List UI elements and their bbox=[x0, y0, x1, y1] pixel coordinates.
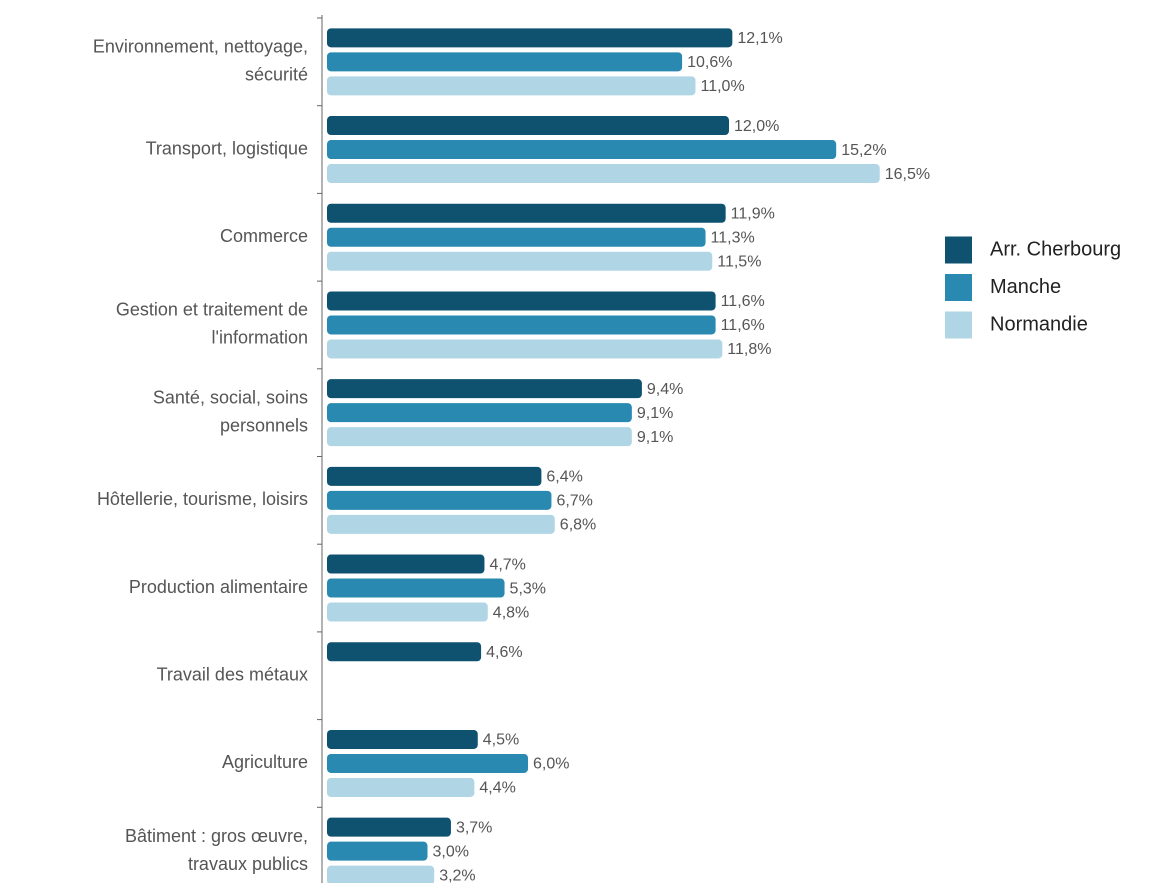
category-label: Gestion et traitement de bbox=[116, 300, 308, 320]
value-label: 11,8% bbox=[727, 341, 771, 358]
category-label: Transport, logistique bbox=[146, 138, 308, 158]
legend-swatch bbox=[945, 311, 972, 339]
bar bbox=[327, 817, 451, 837]
category-label: travaux publics bbox=[188, 854, 308, 874]
category-label: Agriculture bbox=[222, 752, 308, 772]
bar bbox=[327, 642, 482, 662]
bar bbox=[327, 164, 880, 184]
value-label: 3,0% bbox=[433, 843, 469, 860]
value-label: 6,0% bbox=[533, 756, 569, 773]
value-label: 11,0% bbox=[701, 78, 745, 95]
bar bbox=[327, 427, 632, 447]
value-label: 16,5% bbox=[885, 166, 930, 183]
category-label: Commerce bbox=[220, 226, 308, 246]
value-label: 11,6% bbox=[721, 317, 765, 334]
bar bbox=[327, 602, 488, 622]
value-label: 9,4% bbox=[647, 381, 683, 398]
bar bbox=[327, 379, 642, 399]
value-label: 12,0% bbox=[734, 118, 779, 135]
legend-label: Manche bbox=[990, 276, 1061, 298]
value-label: 4,6% bbox=[486, 644, 522, 661]
category-label: Travail des métaux bbox=[157, 665, 308, 685]
value-label: 4,8% bbox=[493, 604, 529, 621]
plot-area: 12,1% 10,6% 11,0% 12,0% 15,2% 16,5% 11,9% 11,3%… bbox=[327, 28, 930, 883]
value-label: 9,1% bbox=[637, 429, 673, 446]
value-label: 3,2% bbox=[439, 867, 475, 883]
bar bbox=[327, 514, 555, 534]
bar bbox=[327, 291, 716, 311]
bar bbox=[327, 729, 478, 749]
category-label: sécurité bbox=[245, 65, 308, 85]
value-label: 3,7% bbox=[456, 819, 492, 836]
bar bbox=[327, 251, 713, 271]
value-label: 4,4% bbox=[479, 780, 515, 797]
value-label: 4,5% bbox=[483, 732, 519, 749]
bar bbox=[327, 315, 716, 335]
value-label: 10,6% bbox=[687, 54, 732, 71]
bar bbox=[327, 466, 542, 486]
category-label: Bâtiment : gros œuvre, bbox=[125, 826, 308, 846]
bar bbox=[327, 841, 428, 861]
legend-swatch bbox=[945, 236, 972, 264]
bar bbox=[327, 777, 475, 797]
bar bbox=[327, 865, 435, 883]
value-label: 11,6% bbox=[721, 293, 765, 310]
bar bbox=[327, 753, 528, 773]
value-label: 12,1% bbox=[737, 30, 782, 47]
bar bbox=[327, 140, 837, 160]
legend-swatch bbox=[945, 274, 972, 301]
value-label: 4,7% bbox=[489, 556, 525, 573]
bar bbox=[327, 490, 552, 510]
value-label: 6,8% bbox=[560, 517, 596, 534]
value-label: 11,9% bbox=[731, 205, 775, 222]
category-label: Production alimentaire bbox=[129, 577, 308, 597]
bar bbox=[327, 403, 632, 423]
legend-label: Normandie bbox=[990, 313, 1088, 335]
category-label: l'information bbox=[212, 328, 308, 348]
value-label: 9,1% bbox=[637, 405, 673, 422]
value-label: 6,7% bbox=[556, 493, 592, 510]
category-label: Hôtellerie, tourisme, loisirs bbox=[97, 489, 308, 509]
bar bbox=[327, 227, 706, 247]
category-label: Environnement, nettoyage, bbox=[93, 37, 308, 57]
bar bbox=[327, 28, 733, 48]
bar bbox=[327, 578, 505, 598]
legend-label: Arr. Cherbourg bbox=[990, 238, 1121, 260]
bar bbox=[327, 52, 683, 72]
bar bbox=[327, 554, 485, 574]
category-label: Santé, social, soins bbox=[153, 387, 308, 407]
value-label: 15,2% bbox=[841, 142, 886, 159]
value-label: 11,3% bbox=[711, 229, 755, 246]
value-label: 6,4% bbox=[546, 469, 582, 486]
bar bbox=[327, 203, 726, 223]
bar bbox=[327, 116, 729, 136]
bar bbox=[327, 339, 723, 359]
value-label: 5,3% bbox=[510, 580, 546, 597]
bar bbox=[327, 76, 696, 96]
category-label: personnels bbox=[220, 415, 308, 435]
value-label: 11,5% bbox=[717, 253, 761, 270]
